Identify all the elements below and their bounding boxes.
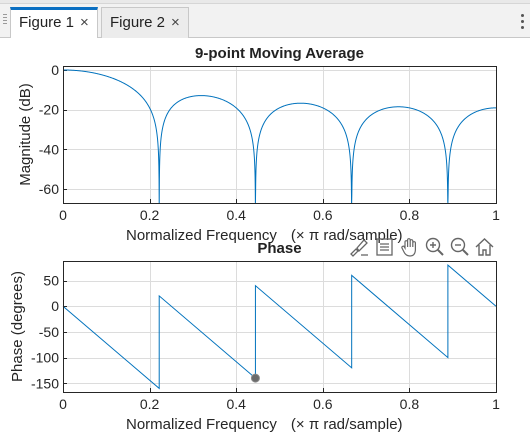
pan-icon[interactable] bbox=[398, 235, 421, 259]
magnitude-axes-box bbox=[63, 66, 497, 204]
y-tick-label: -150 bbox=[31, 375, 59, 391]
phase-xlabel: Normalized Frequency (× π rad/sample) bbox=[126, 416, 403, 433]
magnitude-tick-labels: 0 0.2 0.4 0.6 0.8 1 0 -20 -40 -60 bbox=[39, 62, 500, 223]
tab-figure-2[interactable]: Figure 2 × bbox=[101, 7, 189, 38]
x-tick-label: 0.4 bbox=[226, 207, 246, 223]
phase-axes-box bbox=[63, 261, 497, 393]
phase-title: Phase bbox=[257, 240, 301, 257]
phase-tick-labels: 0 0.2 0.4 0.6 0.8 1 50 0 -50 -100 -150 bbox=[31, 273, 500, 412]
magnitude-ylabel: Magnitude (dB) bbox=[17, 83, 34, 186]
phase-plot: 0 0.2 0.4 0.6 0.8 1 50 0 -50 -100 -150 Phase Phase… bbox=[9, 240, 500, 433]
y-tick-label: 50 bbox=[43, 273, 59, 289]
y-tick-label: -50 bbox=[39, 324, 59, 340]
tab-bar-top-line bbox=[0, 0, 530, 4]
magnitude-xlabel-main: Normalized Frequency bbox=[126, 227, 277, 244]
more-options-icon[interactable] bbox=[521, 14, 524, 32]
datatip-marker[interactable] bbox=[250, 373, 260, 383]
magnitude-title: 9-point Moving Average bbox=[195, 45, 364, 62]
x-tick-label: 0.8 bbox=[400, 396, 420, 412]
x-tick-label: 0 bbox=[59, 396, 67, 412]
figure-tab-bar: Figure 1 × Figure 2 × bbox=[0, 0, 530, 39]
axes-toolbar bbox=[348, 235, 496, 259]
drag-grip-icon[interactable] bbox=[3, 14, 7, 26]
x-tick-label: 1 bbox=[492, 396, 500, 412]
zoom-out-icon[interactable] bbox=[448, 235, 471, 259]
y-tick-label: -100 bbox=[31, 350, 59, 366]
x-tick-label: 1 bbox=[492, 207, 500, 223]
phase-series-line bbox=[62, 264, 497, 390]
x-tick-label: 0.8 bbox=[400, 207, 420, 223]
x-tick-label: 0.4 bbox=[226, 396, 246, 412]
magnitude-xlabel-unit: (× π rad/sample) bbox=[291, 227, 403, 244]
phase-xlabel-unit: (× π rad/sample) bbox=[291, 416, 403, 433]
y-tick-label: -40 bbox=[39, 141, 59, 157]
legend-icon[interactable] bbox=[373, 235, 396, 259]
x-tick-label: 0.6 bbox=[313, 396, 333, 412]
close-icon[interactable]: × bbox=[171, 14, 180, 31]
y-tick-label: 0 bbox=[51, 298, 59, 314]
x-tick-label: 0 bbox=[59, 207, 67, 223]
tab-figure-1-label: Figure 1 bbox=[19, 14, 75, 31]
phase-ylabel: Phase (degrees) bbox=[9, 271, 26, 382]
x-tick-label: 0.2 bbox=[140, 207, 160, 223]
brush-icon[interactable] bbox=[348, 235, 371, 259]
plots-svg: 0 0.2 0.4 0.6 0.8 1 0 -20 -40 -60 9-point Moving … bbox=[9, 45, 500, 433]
home-icon[interactable] bbox=[473, 235, 496, 259]
close-icon[interactable]: × bbox=[80, 14, 89, 31]
y-tick-label: -20 bbox=[39, 102, 59, 118]
x-tick-label: 0.2 bbox=[140, 396, 160, 412]
magnitude-grid bbox=[63, 66, 497, 203]
magnitude-plot: 0 0.2 0.4 0.6 0.8 1 0 -20 -40 -60 9-point Moving … bbox=[17, 45, 500, 244]
magnitude-series-line bbox=[63, 69, 496, 204]
magnitude-axes-background[interactable] bbox=[63, 66, 496, 203]
tab-figure-1[interactable]: Figure 1 × bbox=[10, 7, 98, 39]
magnitude-xlabel: Normalized Frequency (× π rad/sample) bbox=[126, 227, 403, 244]
figure-canvas: 0 0.2 0.4 0.6 0.8 1 0 -20 -40 -60 9-point Moving … bbox=[0, 38, 530, 442]
tab-figure-2-label: Figure 2 bbox=[110, 14, 166, 31]
y-tick-label: -60 bbox=[39, 181, 59, 197]
phase-axes-background[interactable] bbox=[63, 261, 496, 392]
y-tick-label: 0 bbox=[51, 62, 59, 78]
zoom-in-icon[interactable] bbox=[423, 235, 446, 259]
phase-xlabel-main: Normalized Frequency bbox=[126, 416, 277, 433]
x-tick-label: 0.6 bbox=[313, 207, 333, 223]
